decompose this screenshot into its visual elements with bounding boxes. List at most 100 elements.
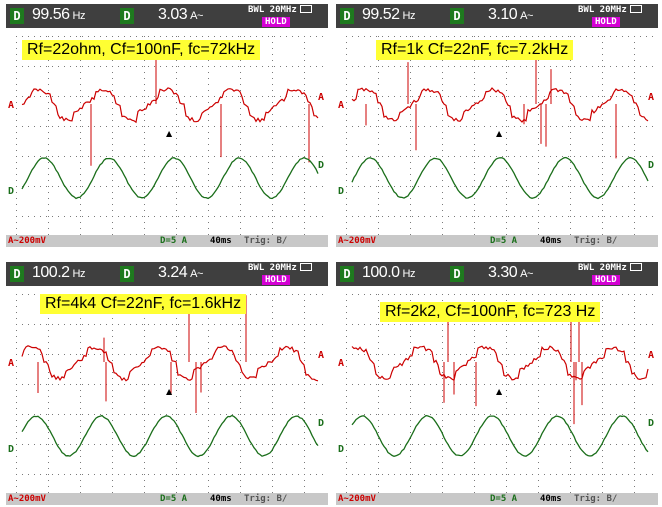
status-footer: A~200mV D=5 A 40ms Trig: B/ [336,235,658,247]
battery-icon [299,263,312,271]
voltage-unit: A~ [520,10,533,22]
frequency-unit: Hz [402,268,416,280]
channel-a-end-marker: A [648,350,654,361]
readout-bar: D 100.0 Hz D 3.30 A~ BWL 20MHz HOLD [336,262,658,286]
readout-bar: D 99.56 Hz D 3.03 A~ BWL 20MHz HOLD [6,4,328,28]
bandwidth-limit: BWL 20MHz [248,5,312,15]
waveform-plot: A A D D ▲ [8,294,324,493]
status-footer: A~200mV D=5 A 40ms Trig: B/ [6,493,328,505]
voltage-unit: A~ [190,268,203,280]
channel-a-marker: A [8,358,14,369]
voltage-unit: A~ [520,268,533,280]
bwl-label: BWL 20MHz [248,5,297,15]
filter-annotation: Rf=1k Cf=22nF, fc=7.2kHz [376,40,574,60]
timebase: 40ms [210,494,232,504]
frequency-unit: Hz [72,268,86,280]
trigger-info: Trig: B/ [244,494,288,504]
channel-d-end-marker: D [318,418,324,429]
frequency-value: 99.56 [32,6,70,23]
timebase: 40ms [540,236,562,246]
voltage-value: 3.10 [488,6,518,23]
trigger-marker: ▲ [496,129,503,138]
trace-a [351,345,649,382]
channel-a-end-marker: A [318,350,324,361]
bwl-label: BWL 20MHz [578,5,627,15]
channel-a-box: D [340,266,354,282]
filter-annotation: Rf=2k2, Cf=100nF, fc=723 Hz [380,302,601,322]
frequency-unit: Hz [402,10,416,22]
channel-b-box: D [450,8,464,24]
scope-panel-2: D 99.52 Hz D 3.10 A~ BWL 20MHz HOLD A A D D ▲ … [336,4,658,247]
frequency-readout: 99.52 Hz [362,6,416,24]
trace-d [21,414,319,458]
channel-a-scale: A~200mV [8,236,46,246]
trigger-info: Trig: B/ [574,494,618,504]
frequency-readout: 100.0 Hz [362,264,416,282]
hold-badge: HOLD [262,17,290,27]
voltage-value: 3.30 [488,264,518,281]
channel-b-box: D [120,8,134,24]
frequency-unit: Hz [72,10,86,22]
channel-a-end-marker: A [318,92,324,103]
channel-d-scale: D=5 A [490,236,518,246]
frequency-readout: 100.2 Hz [32,264,86,282]
frequency-readout: 99.56 Hz [32,6,86,24]
status-footer: A~200mV D=5 A 40ms Trig: B/ [6,235,328,247]
channel-b-box: D [450,266,464,282]
trigger-marker: ▲ [166,129,173,138]
frequency-value: 99.52 [362,6,400,23]
channel-d-marker: D [8,186,14,197]
channel-a-scale: A~200mV [8,494,46,504]
channel-a-marker: A [338,358,344,369]
bandwidth-limit: BWL 20MHz [578,5,642,15]
channel-a-scale: A~200mV [338,236,376,246]
bandwidth-limit: BWL 20MHz [578,263,642,273]
channel-a-marker: A [8,100,14,111]
battery-icon [629,263,642,271]
channel-d-marker: D [338,444,344,455]
readout-bar: D 99.52 Hz D 3.10 A~ BWL 20MHz HOLD [336,4,658,28]
hold-badge: HOLD [262,275,290,285]
grid-dots [346,294,653,493]
channel-a-box: D [10,266,24,282]
voltage-readout: 3.24 A~ [158,264,203,282]
hold-badge: HOLD [592,17,620,27]
channel-d-marker: D [338,186,344,197]
bwl-label: BWL 20MHz [248,263,297,273]
bwl-label: BWL 20MHz [578,263,627,273]
trigger-marker: ▲ [166,387,173,396]
voltage-value: 3.03 [158,6,188,23]
voltage-readout: 3.10 A~ [488,6,533,24]
battery-icon [629,5,642,13]
channel-d-scale: D=5 A [160,236,188,246]
frequency-value: 100.2 [32,264,70,281]
grid-dots [346,36,653,235]
voltage-value: 3.24 [158,264,188,281]
battery-icon [299,5,312,13]
filter-annotation: Rf=4k4 Cf=22nF, fc=1.6kHz [40,294,247,314]
trace-d [351,414,649,457]
timebase: 40ms [210,236,232,246]
trace-a [351,87,649,123]
trigger-marker: ▲ [496,387,503,396]
voltage-readout: 3.03 A~ [158,6,203,24]
channel-a-marker: A [338,100,344,111]
channel-d-end-marker: D [318,160,324,171]
channel-d-scale: D=5 A [490,494,518,504]
waveform-plot: A A D D ▲ [8,36,324,235]
channel-d-end-marker: D [648,418,654,429]
voltage-readout: 3.30 A~ [488,264,533,282]
channel-b-box: D [120,266,134,282]
channel-a-box: D [10,8,24,24]
trace-a [21,345,319,382]
readout-bar: D 100.2 Hz D 3.24 A~ BWL 20MHz HOLD [6,262,328,286]
bandwidth-limit: BWL 20MHz [248,263,312,273]
trace-d [351,156,649,200]
channel-d-end-marker: D [648,160,654,171]
trigger-info: Trig: B/ [574,236,618,246]
channel-d-scale: D=5 A [160,494,188,504]
filter-annotation: Rf=22ohm, Cf=100nF, fc=72kHz [22,40,261,60]
trace-a [21,87,319,124]
frequency-value: 100.0 [362,264,400,281]
trigger-info: Trig: B/ [244,236,288,246]
